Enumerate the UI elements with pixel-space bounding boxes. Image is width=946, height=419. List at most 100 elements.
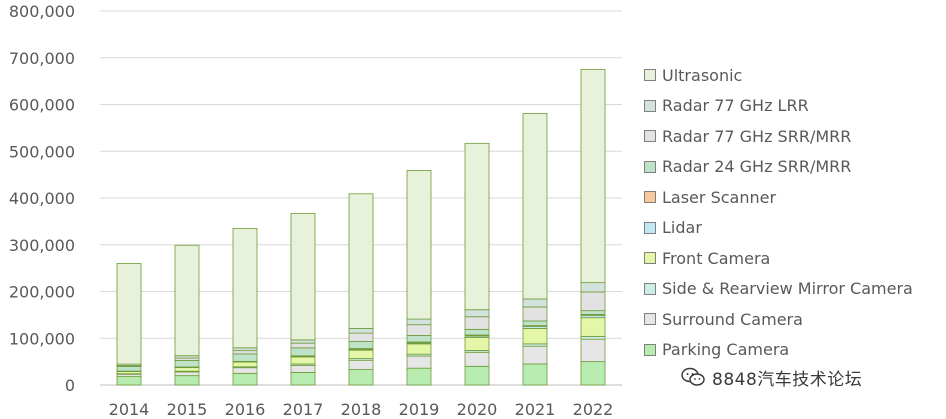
legend-swatch: [644, 221, 656, 234]
bar-segment: [406, 324, 432, 336]
bar-segment: [522, 298, 548, 308]
legend-swatch: [644, 160, 656, 173]
bar-segment: [290, 356, 316, 365]
bar-segment: [464, 351, 490, 367]
legend-label: Lidar: [662, 218, 702, 238]
bars: [116, 69, 606, 386]
bar-segment: [406, 343, 432, 355]
legend-item: Radar 77 GHz LRR: [644, 91, 913, 122]
bar-segment: [406, 335, 432, 343]
legend-label: Ultrasonic: [662, 65, 743, 85]
x-tick-label: 2021: [515, 400, 556, 419]
bar-segment: [290, 339, 316, 344]
bar-segment: [348, 332, 374, 342]
x-tick-label: 2015: [167, 400, 208, 419]
bar-segment: [174, 244, 200, 357]
legend-item: Front Camera: [644, 243, 913, 274]
bar-segment: [116, 366, 142, 372]
legend-item: Side & Rearview Mirror Camera: [644, 274, 913, 305]
y-tick-label: 0: [65, 376, 75, 395]
bar-segment: [522, 306, 548, 322]
x-axis-tick-labels: 2014 2015 2016 2017 2018 2019 2020 2021 2022: [109, 400, 614, 419]
y-axis-tick-labels: 0 100,000 200,000 300,000 400,000 500,000 600,…: [9, 2, 75, 395]
bar-segment: [348, 193, 374, 329]
bar-segment: [290, 342, 316, 349]
x-tick-label: 2017: [283, 400, 324, 419]
bar-segment: [348, 369, 374, 386]
legend-item: Parking Camera: [644, 335, 913, 366]
legend-label: Parking Camera: [662, 340, 790, 360]
bar-segment: [580, 310, 606, 315]
y-tick-label: 100,000: [9, 329, 75, 348]
x-tick-label: 2022: [573, 400, 614, 419]
legend-item: Radar 24 GHz SRR/MRR: [644, 152, 913, 183]
bar-segment: [232, 367, 258, 374]
bar-segment: [522, 320, 548, 327]
bar-segment: [464, 309, 490, 318]
y-tick-label: 700,000: [9, 49, 75, 68]
wechat-logo-icon: [681, 367, 705, 386]
bar-segment: [290, 371, 316, 386]
y-tick-label: 800,000: [9, 2, 75, 21]
legend-swatch: [644, 191, 656, 204]
bar-segment: [406, 170, 432, 320]
legend-swatch: [644, 252, 656, 265]
bar-segment: [580, 317, 606, 337]
legend-item: Ultrasonic: [644, 60, 913, 91]
watermark-text: 8848汽车技术论坛: [712, 369, 863, 390]
bar-segment: [232, 372, 258, 386]
bar-segment: [580, 282, 606, 293]
bar-segment: [522, 345, 548, 365]
legend-label: Surround Camera: [662, 309, 803, 329]
legend-swatch: [644, 313, 656, 326]
legend-swatch: [644, 282, 656, 295]
legend-swatch: [644, 99, 656, 112]
bar-segment: [580, 361, 606, 386]
y-tick-label: 500,000: [9, 142, 75, 161]
bar-segment: [406, 355, 432, 369]
bar-segment: [464, 328, 490, 336]
bar-segment: [174, 375, 200, 386]
bar-segment: [580, 291, 606, 312]
bar-segment: [580, 335, 606, 340]
legend-label: Radar 24 GHz SRR/MRR: [662, 157, 852, 177]
legend-label: Side & Rearview Mirror Camera: [662, 279, 913, 299]
legend-swatch: [644, 343, 656, 356]
bar-segment: [464, 336, 490, 351]
x-tick-label: 2018: [341, 400, 382, 419]
bar-segment: [348, 341, 374, 349]
bar-segment: [464, 316, 490, 330]
y-tick-label: 200,000: [9, 283, 75, 302]
legend-item: Radar 77 GHz SRR/MRR: [644, 121, 913, 152]
legend: Ultrasonic Radar 77 GHz LRR Radar 77 GHz S…: [644, 60, 913, 365]
y-tick-label: 300,000: [9, 236, 75, 255]
bar-segment: [174, 367, 200, 372]
y-tick-label: 400,000: [9, 189, 75, 208]
bar-segment: [464, 365, 490, 386]
bar-segment: [174, 360, 200, 368]
bar-segment: [290, 364, 316, 373]
legend-swatch: [644, 69, 656, 82]
bar-segment: [406, 318, 432, 326]
bar-segment: [232, 227, 258, 349]
legend-label: Laser Scanner: [662, 187, 777, 207]
legend-item: Surround Camera: [644, 304, 913, 335]
legend-swatch: [644, 130, 656, 143]
legend-label: Front Camera: [662, 248, 771, 268]
bar-segment: [232, 361, 258, 368]
bar-segment: [348, 349, 374, 359]
legend-label: Radar 77 GHz SRR/MRR: [662, 126, 852, 146]
bar-segment: [580, 69, 606, 284]
legend-item: Lidar: [644, 213, 913, 244]
bar-segment: [580, 338, 606, 363]
bar-segment: [522, 328, 548, 345]
legend-item: Laser Scanner: [644, 182, 913, 213]
bar-segment: [116, 263, 142, 365]
bar-segment: [522, 363, 548, 386]
x-tick-label: 2016: [225, 400, 266, 419]
legend-label: Radar 77 GHz LRR: [662, 96, 809, 116]
bar-segment: [406, 367, 432, 386]
bar-segment: [348, 328, 374, 334]
y-tick-label: 600,000: [9, 96, 75, 115]
